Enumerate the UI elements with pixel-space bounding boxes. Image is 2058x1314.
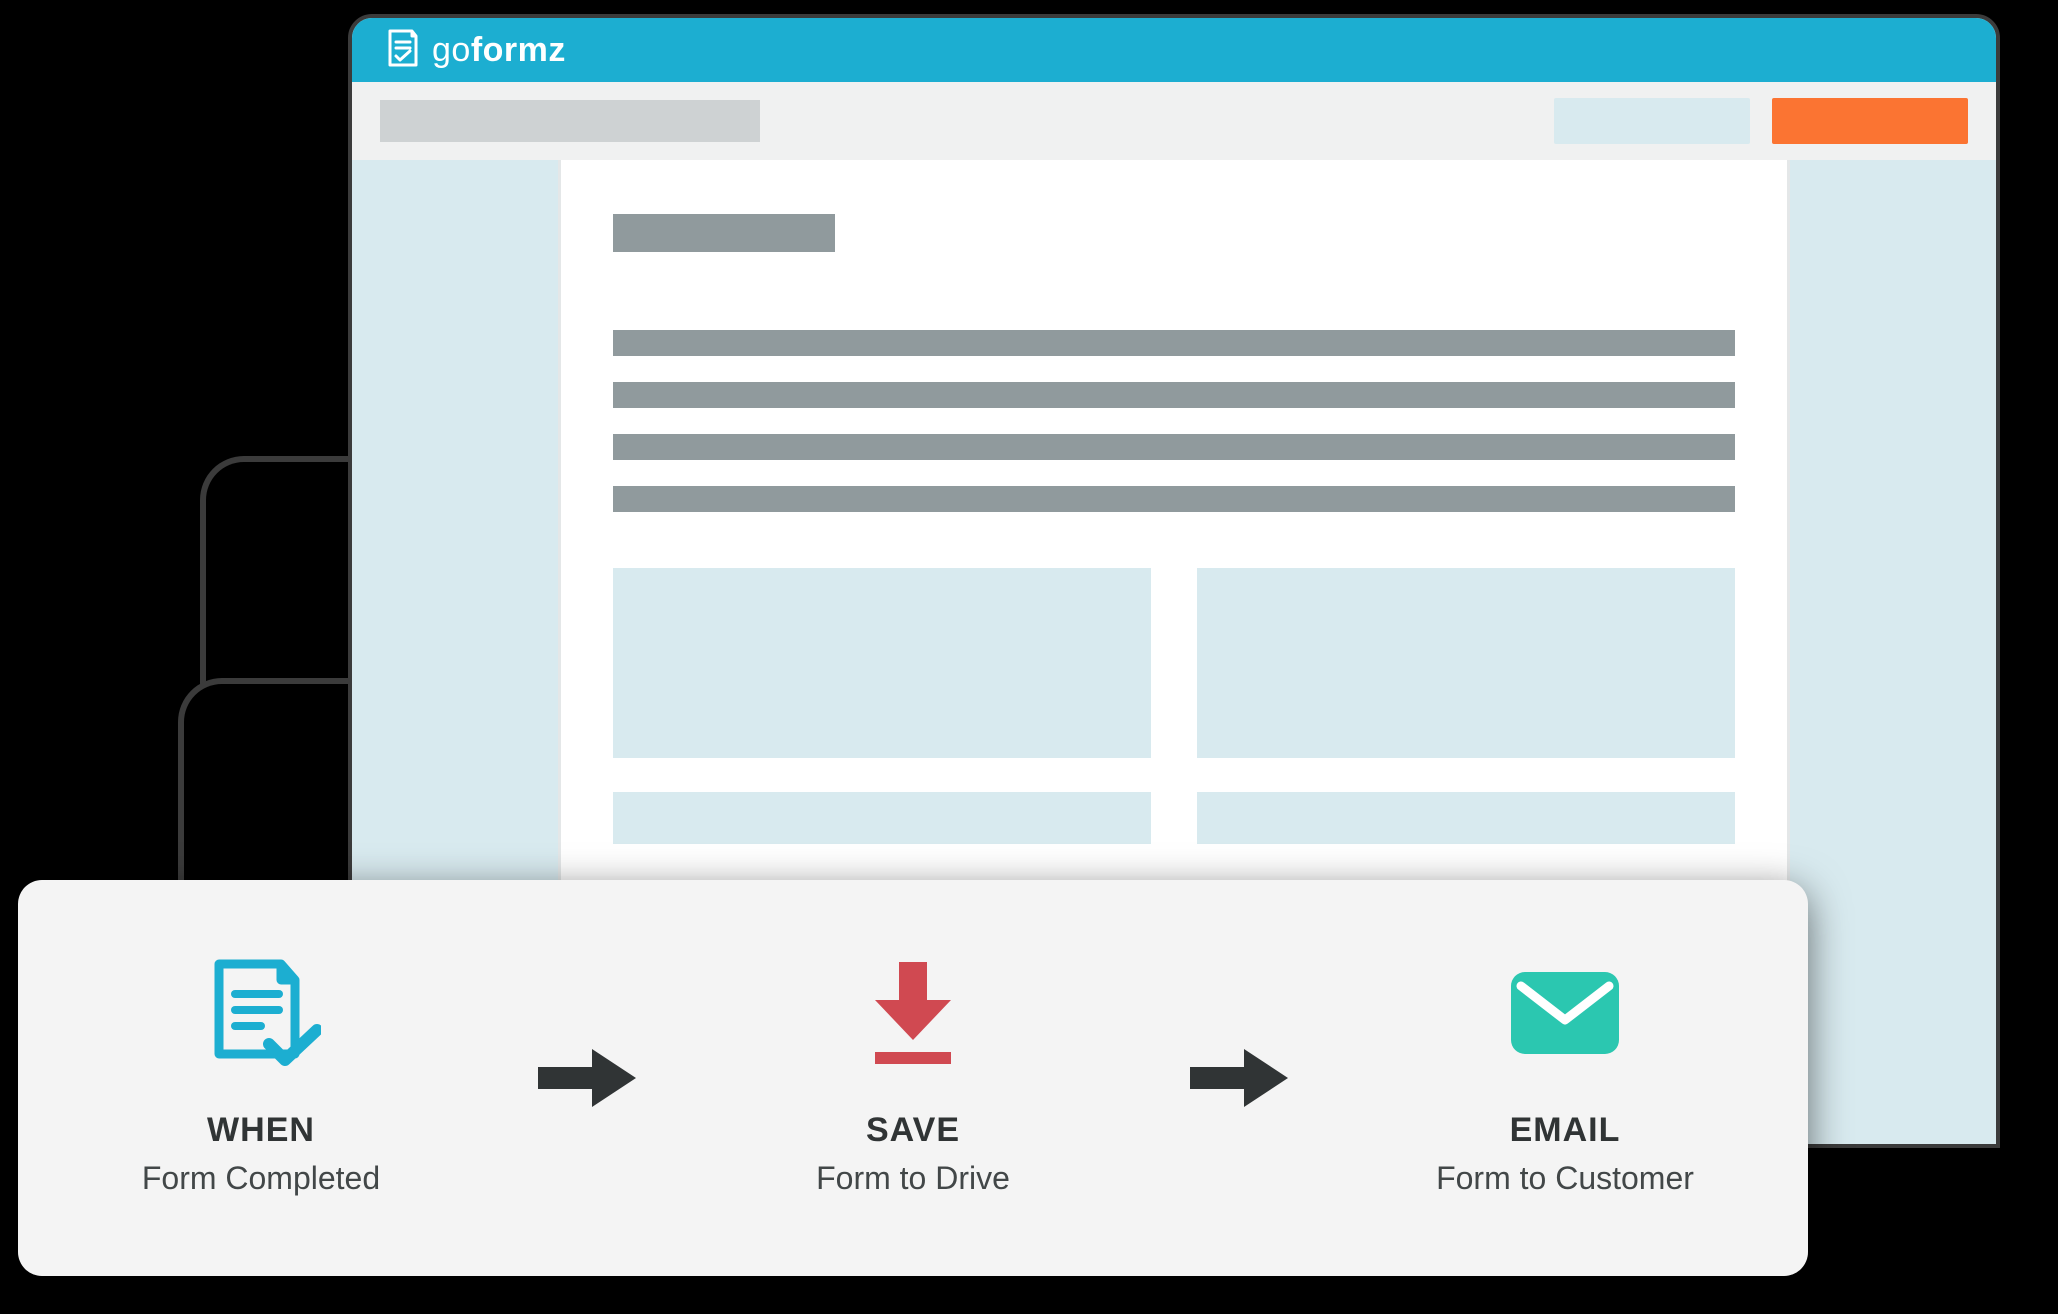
content-heading-placeholder [613, 214, 835, 252]
app-logo: goformz [386, 28, 566, 73]
step-subtitle: Form to Drive [816, 1160, 1010, 1197]
content-line-placeholder [613, 382, 1735, 408]
title-bar: goformz [352, 18, 1996, 82]
step-title: EMAIL [1510, 1111, 1621, 1150]
content-card-grid [613, 568, 1735, 844]
form-complete-icon [201, 959, 321, 1067]
download-icon [865, 959, 961, 1067]
arrow-right-icon [527, 1043, 647, 1113]
toolbar-secondary-button[interactable] [1554, 98, 1750, 144]
content-line-placeholder [613, 486, 1735, 512]
step-subtitle: Form to Customer [1436, 1160, 1694, 1197]
toolbar [352, 82, 1996, 160]
step-title: SAVE [866, 1111, 960, 1150]
step-subtitle: Form Completed [142, 1160, 380, 1197]
email-icon [1509, 959, 1621, 1067]
stage: goformz [0, 0, 2058, 1314]
arrow-right-icon [1179, 1043, 1299, 1113]
logo-text-bold: formz [471, 31, 566, 69]
content-card-placeholder [1197, 568, 1735, 758]
workflow-card: WHEN Form Completed SAVE Form to Drive [18, 880, 1808, 1276]
toolbar-title-placeholder [380, 100, 760, 142]
step-title: WHEN [207, 1111, 315, 1150]
toolbar-primary-button[interactable] [1772, 98, 1968, 144]
content-card-placeholder [613, 568, 1151, 758]
right-side-panel [1790, 160, 1996, 1144]
form-check-icon [386, 28, 420, 73]
workflow-step-when: WHEN Form Completed [101, 959, 421, 1197]
content-line-placeholder [613, 434, 1735, 460]
content-card-placeholder [613, 792, 1151, 844]
logo-text-thin: go [432, 31, 471, 69]
workflow-step-save: SAVE Form to Drive [753, 959, 1073, 1197]
content-card-placeholder [1197, 792, 1735, 844]
logo-text: goformz [432, 31, 566, 70]
workflow-step-email: EMAIL Form to Customer [1405, 959, 1725, 1197]
content-line-placeholder [613, 330, 1735, 356]
